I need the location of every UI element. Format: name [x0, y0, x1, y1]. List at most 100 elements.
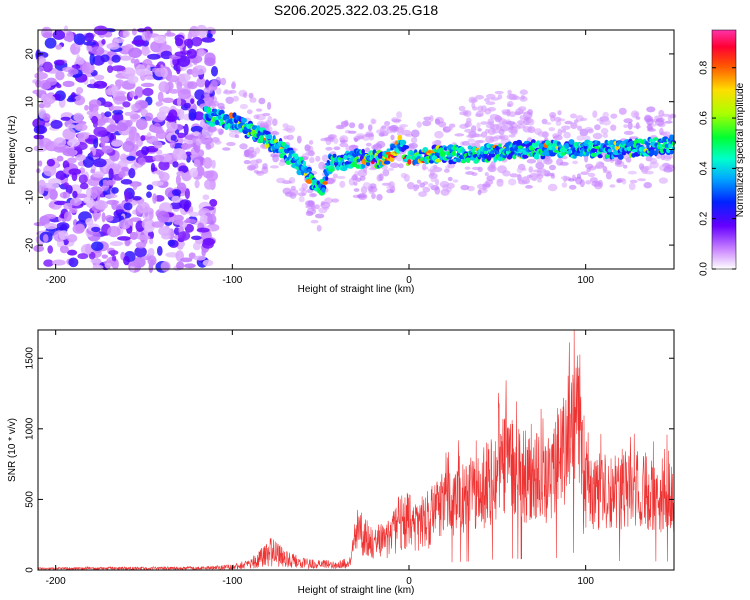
spectrogram-halo-cell — [314, 213, 325, 219]
spectrogram-noise-cell — [94, 74, 105, 81]
spectrogram-noise-cell — [152, 154, 165, 162]
spectrogram-noise-cell — [71, 43, 77, 55]
spectrogram-noise-cell — [78, 174, 88, 184]
spectrogram-noise-cell — [184, 218, 197, 224]
spectrogram-halo-cell — [276, 177, 286, 184]
spectrogram-noise-cell — [191, 235, 202, 240]
spectrogram-noise-cell — [183, 263, 196, 269]
spectrogram-noise-cell — [66, 97, 77, 103]
spectrogram-noise-cell — [82, 62, 95, 74]
spectrogram-halo-cell — [495, 123, 503, 131]
spectrogram-halo-cell — [207, 125, 217, 133]
spectrogram-halo-cell — [216, 128, 222, 132]
spectrogram-halo-cell — [487, 118, 495, 125]
spectrogram-noise-cell — [168, 89, 180, 94]
spectrogram-halo-cell — [325, 138, 332, 146]
spectrogram-halo-cell — [484, 128, 490, 134]
spectrogram-noise-cell — [158, 81, 170, 93]
spectrogram-halo-cell — [506, 93, 516, 100]
spectrogram-halo-cell — [471, 172, 478, 177]
spectrogram-noise-cell — [55, 70, 65, 81]
spectrogram-halo-cell — [573, 119, 579, 124]
spectrogram-halo-cell — [353, 181, 358, 186]
snr-x-tick-label: 100 — [577, 576, 594, 587]
spectrogram-y-tick-label: 10 — [25, 96, 36, 108]
spectrogram-noise-cell — [207, 213, 217, 226]
spectrogram-noise-cell — [46, 182, 60, 189]
spectrogram-noise-cell — [176, 132, 186, 138]
spectrogram-x-tick-label: -100 — [222, 275, 242, 286]
spectrogram-noise-cell — [158, 226, 172, 236]
spectrogram-track-cell — [439, 150, 446, 157]
spectrogram-halo-cell — [249, 159, 259, 166]
spectrogram-halo-cell — [315, 155, 321, 162]
spectrogram-noise-cell — [90, 168, 96, 174]
spectrogram-noise-cell — [73, 112, 84, 122]
spectrogram-halo-cell — [484, 172, 489, 177]
spectrogram-noise-cell — [84, 104, 89, 111]
snr-y-tick-label: 1500 — [25, 347, 36, 370]
spectrogram-halo-cell — [477, 189, 482, 196]
spectrogram-track-cell — [516, 139, 523, 146]
spectrogram-noise-cell — [74, 193, 88, 199]
spectrogram-halo-cell — [340, 120, 349, 126]
spectrogram-noise-cell — [93, 138, 99, 149]
spectrogram-noise-cell — [106, 42, 120, 50]
spectrogram-noise-cell — [188, 108, 197, 120]
spectrogram-noise-cell — [43, 259, 54, 267]
spectrogram-halo-cell — [365, 142, 372, 147]
spectrogram-halo-cell — [215, 76, 222, 85]
spectrogram-halo-cell — [331, 198, 340, 203]
spectrogram-halo-cell — [222, 147, 231, 151]
spectrogram-halo-cell — [362, 182, 372, 190]
spectrogram-noise-cell — [183, 123, 189, 136]
spectrogram-halo-cell — [494, 90, 504, 95]
spectrogram-halo-cell — [483, 97, 491, 102]
colorbar-tick-label: 0.2 — [699, 211, 710, 225]
spectrogram-halo-cell — [430, 175, 437, 183]
spectrogram-track-cell — [328, 168, 335, 172]
spectrogram-halo-cell — [494, 116, 503, 122]
spectrogram-halo-cell — [525, 185, 533, 189]
spectrogram-track-cell — [585, 151, 590, 157]
spectrogram-noise-cell — [111, 187, 119, 194]
spectrogram-halo-cell — [616, 179, 624, 183]
spectrogram-noise-cell — [112, 109, 124, 115]
spectrogram-noise-cell — [101, 212, 106, 223]
spectrogram-noise-cell — [43, 213, 56, 220]
spectrogram-halo-cell — [509, 173, 519, 178]
spectrogram-track-cell — [607, 148, 612, 153]
spectrogram-noise-cell — [160, 261, 171, 272]
spectrogram-track-cell — [658, 143, 663, 149]
spectrogram-halo-cell — [325, 146, 333, 151]
spectrogram-noise-cell — [93, 212, 101, 218]
spectrogram-track-cell — [288, 150, 295, 155]
spectrogram-noise-cell — [193, 255, 206, 261]
spectrogram-noise-cell — [211, 66, 218, 77]
spectrogram-halo-cell — [549, 164, 556, 171]
spectrogram-track-cell — [332, 153, 337, 158]
spectrogram-noise-cell — [67, 157, 77, 164]
spectrogram-noise-cell — [202, 157, 213, 169]
spectrogram-noise-cell — [106, 199, 120, 205]
snr-x-tick-label: -200 — [46, 576, 66, 587]
spectrogram-noise-cell — [56, 83, 62, 89]
spectrogram-noise-cell — [131, 28, 137, 36]
spectrogram-noise-cell — [130, 200, 137, 206]
spectrogram-halo-cell — [627, 121, 633, 130]
spectrogram-halo-cell — [596, 118, 602, 122]
spectrogram-halo-cell — [349, 122, 356, 129]
spectrogram-halo-cell — [286, 134, 294, 141]
spectrogram-noise-cell — [176, 65, 181, 75]
spectrogram-noise-cell — [154, 67, 166, 77]
spectrogram-noise-cell — [135, 118, 148, 130]
spectrogram-noise-cell — [172, 143, 185, 150]
spectrogram-halo-cell — [615, 159, 621, 166]
spectrogram-halo-cell — [422, 166, 429, 170]
spectrogram-halo-cell — [239, 143, 248, 150]
spectrogram-noise-cell — [60, 116, 71, 121]
spectrogram-noise-cell — [187, 81, 198, 90]
spectrogram-noise-cell — [126, 155, 136, 161]
spectrogram-halo-cell — [211, 103, 217, 108]
